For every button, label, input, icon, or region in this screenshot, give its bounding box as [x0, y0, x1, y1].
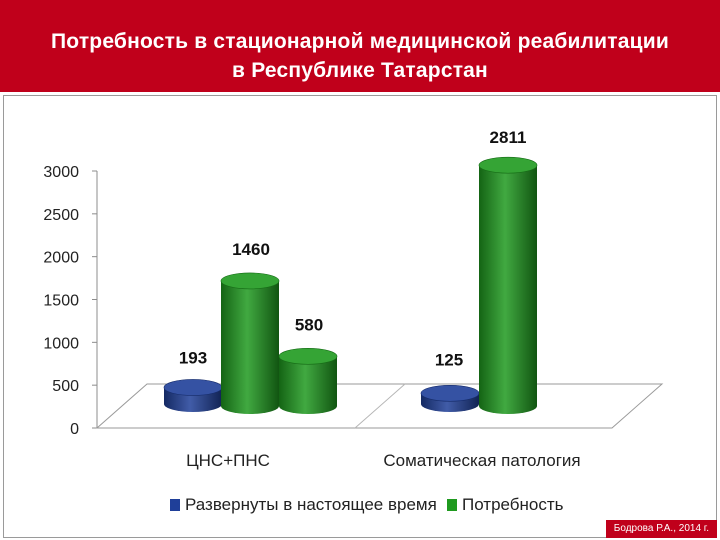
chart-frame [3, 95, 717, 538]
category-label: ЦНС+ПНС [186, 451, 270, 470]
y-tick-label: 2500 [43, 207, 79, 224]
title-banner: Потребность в стационарной медицинской р… [0, 0, 720, 92]
bar-blue-cns-top [163, 379, 223, 396]
title-line-1: Потребность в стационарной медицинской р… [51, 30, 669, 53]
bar-green-somatic-body [479, 165, 537, 414]
legend-label: Развернуты в настоящее время [185, 495, 437, 514]
y-tick-label: 3000 [43, 164, 79, 181]
y-tick-label: 1500 [43, 293, 79, 310]
bar-blue-somatic-top [420, 384, 480, 402]
title-line-2: в Республике Татарстан [232, 59, 488, 82]
data-label-green-cns-extra: 580 [295, 315, 323, 334]
bar-green-somatic-top [478, 156, 538, 174]
data-label-green-somatic: 2811 [490, 128, 527, 147]
bar-green-cns-extra-body [279, 356, 337, 414]
legend-swatch-blue [170, 499, 180, 511]
bar-green-cns-extra-top [278, 348, 338, 365]
data-label-green-cns: 1460 [232, 240, 270, 259]
bar-green-cns-top [220, 272, 280, 290]
legend-label: Потребность [462, 495, 564, 514]
data-label-blue-cns: 193 [179, 348, 207, 367]
bar-green-cns-body [221, 280, 279, 414]
author-note: Бодрова Р.А., 2014 г. [605, 520, 717, 538]
category-label: Соматическая патология [383, 451, 580, 470]
y-tick-label: 500 [52, 378, 79, 395]
legend-swatch-green [447, 499, 457, 511]
y-tick-label: 2000 [43, 250, 79, 267]
data-label-blue-somatic: 125 [435, 350, 463, 369]
floor-divider [354, 383, 406, 429]
y-tick-label: 0 [70, 421, 79, 438]
y-tick-label: 1000 [43, 335, 79, 352]
